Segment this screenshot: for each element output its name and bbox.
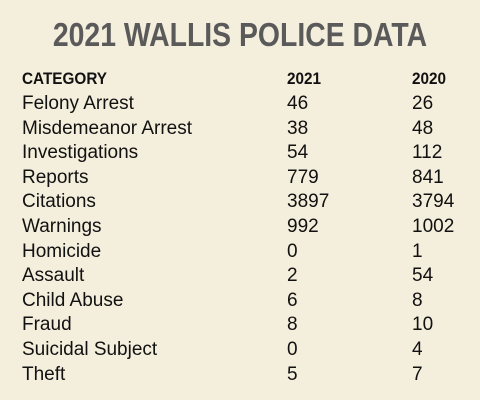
category-cell: Reports xyxy=(22,166,89,188)
value-cell: 2 xyxy=(287,265,298,287)
value-cell: 10 xyxy=(412,314,434,336)
value-cell: 1002 xyxy=(412,216,455,237)
category-cell: Misdemeanor Arrest xyxy=(22,117,193,139)
value-cell: 0 xyxy=(287,339,298,360)
value-cell: 54 xyxy=(412,265,434,287)
value-cell: 112 xyxy=(412,142,443,164)
value-cell: 46 xyxy=(287,93,309,114)
value-cell: 48 xyxy=(412,117,434,139)
value-cell: 779 xyxy=(287,166,319,188)
value-cell: 8 xyxy=(287,314,298,336)
value-cell: 3897 xyxy=(287,191,330,213)
category-cell: Suicidal Subject xyxy=(22,339,158,360)
value-cell: 1 xyxy=(412,240,423,262)
value-cell: 54 xyxy=(287,142,309,164)
column-header: CATEGORY xyxy=(22,69,108,88)
value-cell: 841 xyxy=(412,166,444,188)
category-cell: Fraud xyxy=(22,314,72,336)
category-cell: Theft xyxy=(22,363,66,385)
value-cell: 38 xyxy=(287,117,309,139)
value-cell: 6 xyxy=(287,289,298,311)
column-header: 2021 xyxy=(287,69,322,88)
category-cell: Homicide xyxy=(22,240,102,262)
value-cell: 26 xyxy=(412,93,434,114)
title: 2021 WALLIS POLICE DATA xyxy=(52,16,428,53)
value-cell: 0 xyxy=(287,240,298,262)
column-header: 2020 xyxy=(412,69,447,88)
category-cell: Investigations xyxy=(22,142,139,164)
category-cell: Felony Arrest xyxy=(22,93,134,114)
category-cell: Warnings xyxy=(22,216,102,237)
value-cell: 5 xyxy=(287,363,298,385)
value-cell: 992 xyxy=(287,216,319,237)
value-cell: 7 xyxy=(412,363,423,385)
value-cell: 8 xyxy=(412,289,423,311)
category-cell: Assault xyxy=(22,265,85,287)
value-cell: 4 xyxy=(412,339,423,360)
category-cell: Citations xyxy=(22,191,96,213)
category-cell: Child Abuse xyxy=(22,289,124,311)
value-cell: 3794 xyxy=(412,191,455,213)
